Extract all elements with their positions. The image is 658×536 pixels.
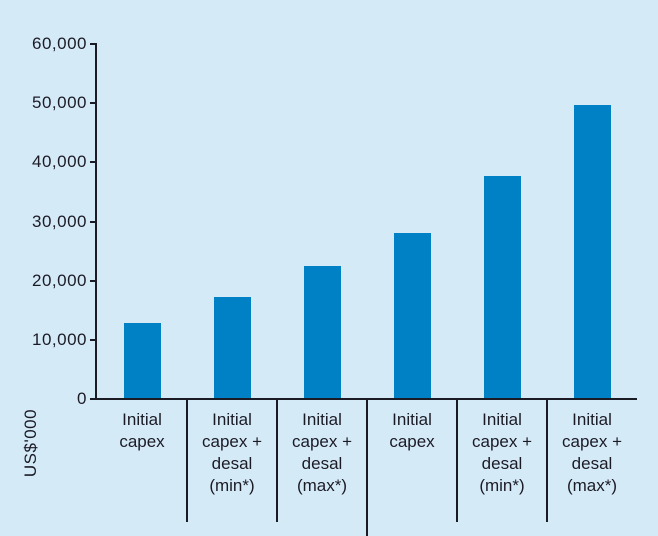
x-category-label: Initial capex + desal (max*) — [547, 409, 637, 497]
category-divider-line — [456, 399, 458, 522]
bar — [123, 323, 161, 399]
bar — [303, 265, 341, 399]
y-tick-label: 20,000 — [32, 270, 87, 290]
x-category-label: Initial capex + desal (min*) — [187, 409, 277, 497]
y-tick-label: 40,000 — [32, 152, 87, 172]
x-category-label-line: Initial — [392, 410, 432, 429]
x-category-label-line: desal — [481, 454, 523, 473]
y-tick-label: 0 — [77, 389, 87, 408]
x-category-label-line: desal — [571, 454, 613, 473]
bar — [573, 104, 611, 399]
x-category-label-line: desal — [301, 454, 343, 473]
x-category-label-line: Initial — [302, 410, 342, 429]
category-divider-line — [276, 399, 278, 522]
x-category-label-line: desal — [211, 454, 253, 473]
x-category-label-line: (max*) — [566, 476, 618, 495]
x-category-label: Initial capex + desal (max*) — [277, 409, 367, 497]
group-divider-line — [366, 399, 368, 536]
x-category-label-line: capex — [119, 432, 165, 451]
y-tick-label: 30,000 — [32, 211, 87, 231]
x-category-label-line: Initial — [482, 410, 522, 429]
y-tick-mark — [90, 338, 96, 341]
x-axis-line — [95, 398, 637, 400]
y-tick-label: 10,000 — [32, 329, 87, 349]
y-axis-line — [95, 43, 97, 400]
y-tick-mark — [90, 43, 96, 45]
x-category-label-line: (min*) — [479, 476, 525, 495]
bar — [213, 297, 251, 399]
bar — [483, 175, 521, 399]
x-category-label-line: (min*) — [209, 476, 255, 495]
x-category-label-line: Initial — [122, 410, 162, 429]
x-category-label: Initial capex — [367, 409, 457, 453]
y-tick-label: 50,000 — [32, 93, 87, 113]
x-category-label-line: capex + — [561, 432, 622, 451]
x-category-label-line: capex + — [201, 432, 262, 451]
category-divider-line — [186, 399, 188, 522]
y-tick-label: 60,000 — [32, 34, 87, 53]
x-category-label-line: capex + — [471, 432, 532, 451]
category-divider-line — [546, 399, 548, 522]
y-tick-mark — [90, 398, 96, 400]
x-category-label-line: Initial — [212, 410, 252, 429]
x-category-label: Initial capex + desal (min*) — [457, 409, 547, 497]
y-tick-mark — [90, 161, 96, 164]
y-tick-mark — [90, 279, 96, 282]
x-category-label-line: capex + — [291, 432, 352, 451]
x-category-label-line: capex — [389, 432, 435, 451]
y-tick-mark — [90, 220, 96, 223]
y-tick-mark — [90, 102, 96, 105]
x-category-label-line: Initial — [572, 410, 612, 429]
x-category-label-line: (max*) — [296, 476, 348, 495]
x-category-label: Initial capex — [97, 409, 187, 453]
bar — [393, 233, 431, 399]
